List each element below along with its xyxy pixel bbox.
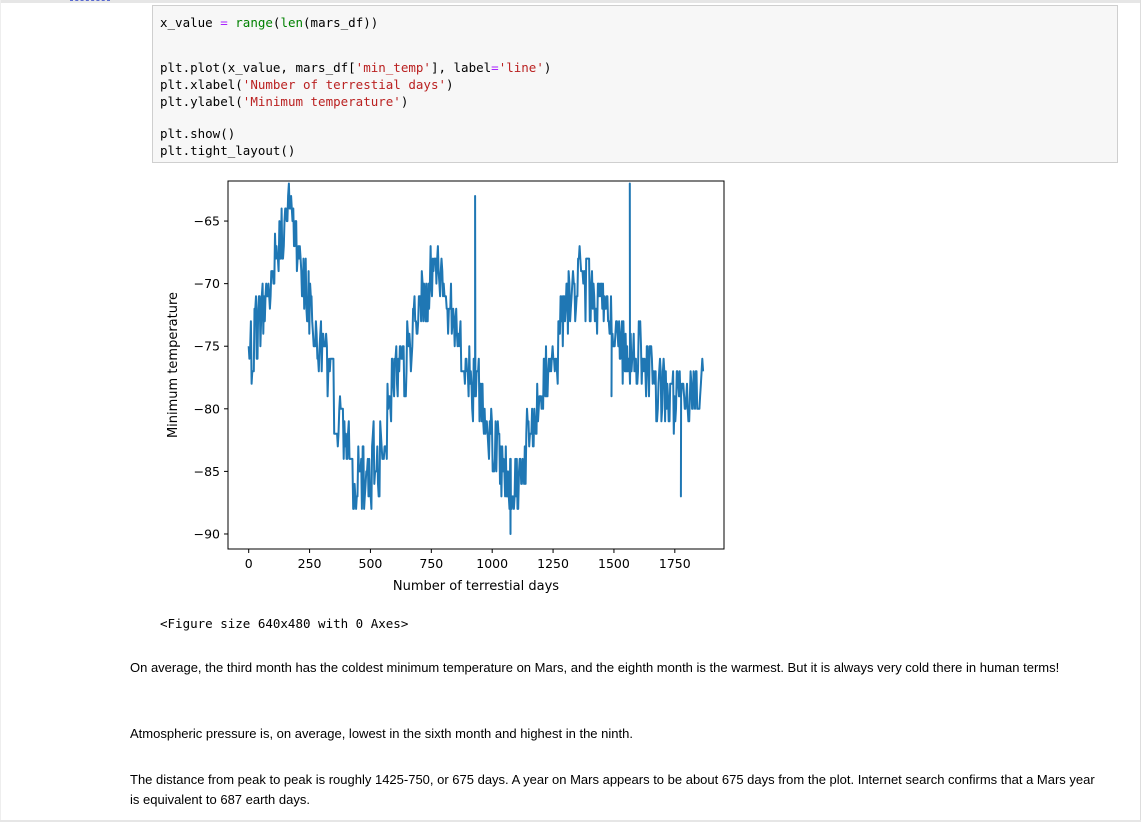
code-token: len [280, 15, 304, 30]
code-token: plt.tight_layout() [160, 143, 296, 158]
code-token: plt.plot(x_value, mars_df[ [160, 60, 356, 75]
code-token: plt.ylabel( [160, 94, 243, 109]
code-token: ( [272, 15, 281, 30]
code-token: range [235, 15, 273, 30]
code-token: ) [543, 60, 552, 75]
code-token: = [220, 15, 228, 30]
code-token: 'Number of terrestial days' [242, 77, 446, 92]
markdown-paragraph: On average, the third month has the cold… [130, 660, 1060, 675]
cell-bottom-border [0, 820, 1141, 822]
code-token: x_value [160, 15, 221, 30]
notebook-left-border [0, 0, 1, 822]
code-token: ) [446, 77, 454, 92]
code-token: 'line' [498, 60, 544, 75]
x-tick-label: 1500 [598, 556, 630, 571]
code-token: 'min_temp' [355, 60, 431, 75]
plot-area [247, 182, 705, 535]
code-line: x_value = range(len(mars_df)) [160, 14, 378, 31]
x-tick-label: 1000 [476, 556, 508, 571]
figure-size-output: <Figure size 640x480 with 0 Axes> [160, 616, 409, 631]
line-chart: 0 250 500 750 1000 1250 1500 1750 −65−70−75−80−… [166, 180, 725, 594]
y-tick-label: −80 [194, 401, 220, 416]
markdown-paragraph: Atmospheric pressure is, on average, low… [130, 726, 633, 741]
prompt-indicator [70, 0, 110, 3]
code-line: plt.ylabel('Minimum temperature') [160, 93, 408, 110]
cell-top-border [0, 0, 1141, 3]
y-axis: −65 −70 −75 −80 −85 −90 [194, 214, 228, 541]
code-token: = [491, 60, 499, 75]
code-token: ) [400, 94, 409, 109]
code-line: plt.xlabel('Number of terrestial days') [160, 76, 454, 93]
x-tick-label: 1750 [659, 556, 691, 571]
code-line: plt.tight_layout() [160, 142, 295, 159]
x-tick-label: 1250 [537, 556, 569, 571]
y-tick-label: −90 [194, 526, 220, 541]
axes-frame [227, 180, 725, 550]
code-line: plt.show() [160, 125, 235, 142]
code-cell-input[interactable]: x_value = range(len(mars_df)) plt.plot(x… [152, 5, 1118, 163]
y-tick-label: −70 [194, 276, 220, 291]
x-axis-label: Number of terrestial days [393, 579, 559, 594]
y-axis-label: Minimum temperature [166, 292, 181, 438]
code-token: plt.show() [160, 126, 236, 141]
x-tick-label: 250 [298, 556, 322, 571]
x-tick-label: 750 [419, 556, 443, 571]
code-token: (mars_df)) [303, 15, 379, 30]
code-token: plt.xlabel( [160, 77, 243, 92]
x-axis: 0 250 500 750 1000 1250 1500 1750 [245, 549, 691, 571]
y-tick-label: −65 [194, 214, 220, 229]
series-line [247, 182, 705, 535]
markdown-paragraph: The distance from peak to peak is roughl… [130, 772, 1095, 807]
code-token: 'Minimum temperature' [242, 94, 401, 109]
x-tick-label: 0 [245, 556, 253, 571]
code-line: plt.plot(x_value, mars_df['min_temp'], l… [160, 59, 551, 76]
code-token: ], label [430, 60, 492, 75]
y-tick-label: −85 [194, 464, 220, 479]
y-tick-label: −75 [194, 339, 220, 354]
x-tick-label: 500 [359, 556, 383, 571]
cell-output-area: 0 250 500 750 1000 1250 1500 1750 −65 −70 −75 −80−… [152, 168, 1118, 638]
